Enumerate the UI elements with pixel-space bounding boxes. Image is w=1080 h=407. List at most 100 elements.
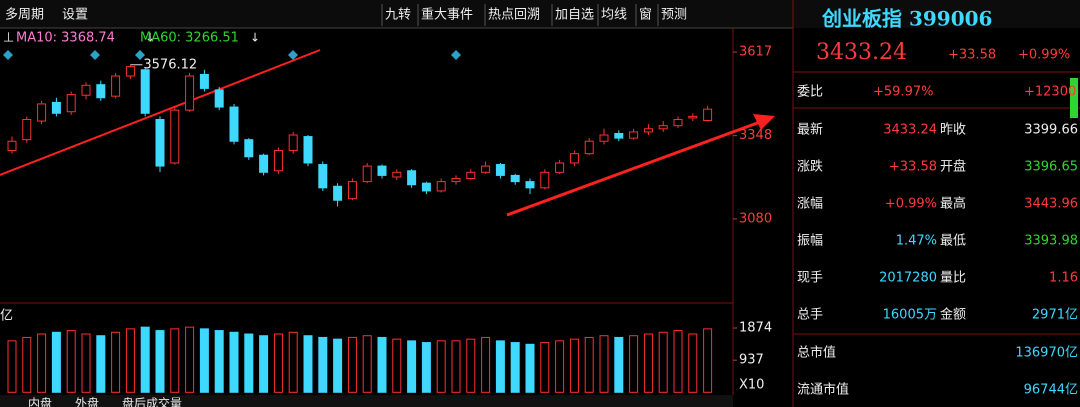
volume-bar (155, 330, 165, 393)
candle-body (569, 153, 579, 164)
toolbar-bg (0, 0, 1080, 28)
quote-pct: +0.99% (1018, 48, 1070, 63)
quote-cell: 1.47% (896, 234, 937, 249)
volume-bar (599, 335, 609, 393)
arrow-down: ↓ (145, 31, 155, 45)
arrow-down: ↓ (250, 31, 260, 45)
candle-body (599, 134, 609, 142)
volume-bar (673, 330, 683, 393)
volume-scale: X10 (739, 378, 764, 393)
tab[interactable]: 外盘 (75, 396, 99, 407)
candle-body (22, 118, 32, 141)
quote-price: 3433.24 (816, 40, 907, 65)
candle-body (7, 140, 17, 152)
candle-body (229, 106, 239, 142)
candle-body (643, 128, 653, 133)
toolbar-button[interactable]: 重大事件 (421, 7, 473, 23)
quote-cell: +0.99% (885, 197, 937, 212)
candle-body (451, 178, 461, 183)
candle-body (481, 165, 491, 173)
candle-body (688, 115, 698, 119)
volume-bar (7, 340, 17, 393)
tab[interactable]: 内盘 (28, 396, 52, 407)
volume-bar (703, 328, 713, 393)
volume-bar (421, 342, 431, 393)
toolbar-button[interactable]: 设置 (62, 8, 88, 23)
candle-body (288, 134, 298, 152)
weibi-label: 委比 (797, 85, 823, 100)
volume-bar (688, 333, 698, 393)
candle-body (111, 75, 121, 97)
quote-cell: 3396.65 (1024, 160, 1078, 175)
candle-body (510, 174, 520, 183)
candle-body (362, 165, 372, 183)
candle-body (259, 154, 269, 173)
tab[interactable]: 盘后成交量 (122, 396, 182, 407)
volume-bar (643, 333, 653, 393)
quote-cell: 涨跌 (797, 159, 823, 175)
quote-cell: 最高 (940, 196, 966, 212)
quote-cell: 3399.66 (1024, 123, 1078, 138)
ma60-legend: MA60: 3266.51 (140, 31, 239, 46)
toolbar-button[interactable]: 九转 (385, 8, 411, 23)
volume-bar (140, 326, 150, 393)
toolbar-button[interactable]: 窗 (639, 7, 652, 23)
tabs-bg (0, 395, 733, 407)
arrow-head (753, 114, 775, 130)
volume-bar (259, 335, 269, 393)
quote-title: 创业板指 399006 (821, 7, 992, 31)
weibi-pct: +59.97% (873, 85, 933, 100)
volume-bar (481, 336, 491, 393)
ma-marker: ⊥ (3, 31, 14, 46)
volume-bar (407, 340, 417, 393)
candle-body (185, 75, 195, 111)
quote-cell: 总手 (797, 308, 823, 323)
toolbar-button[interactable]: 均线 (601, 8, 627, 23)
volume-bar (66, 330, 76, 393)
candle-body (214, 89, 224, 108)
candle-body (377, 165, 387, 176)
candle-body (584, 140, 594, 155)
candle-body (170, 109, 180, 164)
volume-bar (525, 343, 535, 393)
volume-bar (125, 328, 135, 393)
candle-body (125, 66, 135, 77)
total-value: 96744亿 (1024, 383, 1078, 398)
volume-bar (37, 333, 47, 393)
volume-bar (377, 336, 387, 393)
volume-bar (96, 335, 106, 393)
quote-cell: 1.16 (1049, 271, 1078, 286)
volume-bar (629, 335, 639, 393)
trend-arrow (506, 120, 761, 217)
weibi-diff: +12300 (1024, 85, 1076, 100)
candle-body (199, 73, 209, 89)
toolbar-button[interactable]: 预测 (661, 8, 687, 23)
candle-body (436, 181, 446, 192)
candle-body (614, 132, 624, 139)
quote-cell: 振幅 (797, 234, 823, 249)
y-tick-label: 1874 (739, 321, 772, 336)
candle-body (673, 118, 683, 127)
quote-cell: 3393.98 (1024, 234, 1078, 249)
quote-cell: 开盘 (940, 159, 966, 175)
candle-body (629, 131, 639, 139)
event-markers (3, 50, 461, 60)
toolbar-button[interactable]: 加自选 (555, 8, 594, 23)
volume-bar (288, 331, 298, 393)
volume-bar (658, 331, 668, 393)
candle-body (318, 164, 328, 189)
trend-line (0, 49, 321, 176)
quote-cell: 2971亿 (1032, 308, 1078, 323)
total-label: 流通市值 (797, 382, 849, 398)
candle-body (495, 164, 505, 176)
volume-bar (347, 336, 357, 393)
candle-body (392, 171, 402, 178)
volume-bar (229, 331, 239, 393)
candle-body (347, 181, 357, 200)
candle-body (421, 182, 431, 192)
volume-bar (303, 335, 313, 393)
toolbar-button[interactable]: 热点回溯 (488, 7, 540, 23)
toolbar-button[interactable]: 多周期 (5, 7, 44, 23)
volume-bar (614, 336, 624, 393)
volume-bar (392, 338, 402, 393)
